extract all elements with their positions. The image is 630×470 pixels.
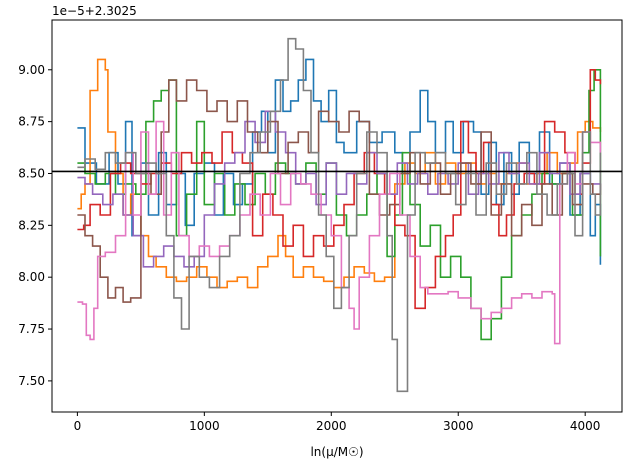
y-tick-label: 7.75 [18, 322, 45, 336]
x-tick-label: 0 [74, 419, 82, 433]
series-layer [77, 37, 602, 393]
y-tick-label: 8.25 [18, 218, 45, 232]
y-tick-label: 9.00 [18, 63, 45, 77]
y-tick-label: 8.00 [18, 270, 45, 284]
y-tick-label: 8.75 [18, 115, 45, 129]
series-line-7 [77, 120, 602, 345]
x-tick-label: 2000 [316, 419, 347, 433]
x-tick-label: 3000 [443, 419, 474, 433]
y-offset-label: 1e−5+2.3025 [52, 4, 137, 18]
y-tick-label: 7.50 [18, 374, 45, 388]
x-tick-label: 4000 [570, 419, 601, 433]
plot-frame [51, 19, 623, 413]
x-axis-label: ln(μ/M☉) [310, 445, 363, 459]
series-line-8 [77, 37, 602, 393]
y-tick-layer: 7.50 7.75 8.00 8.25 8.50 8.75 9.00 [18, 63, 52, 388]
y-tick-label: 8.50 [18, 166, 45, 180]
x-tick-label: 1000 [189, 419, 220, 433]
x-tick-layer: 0 1000 2000 3000 4000 [74, 412, 601, 433]
